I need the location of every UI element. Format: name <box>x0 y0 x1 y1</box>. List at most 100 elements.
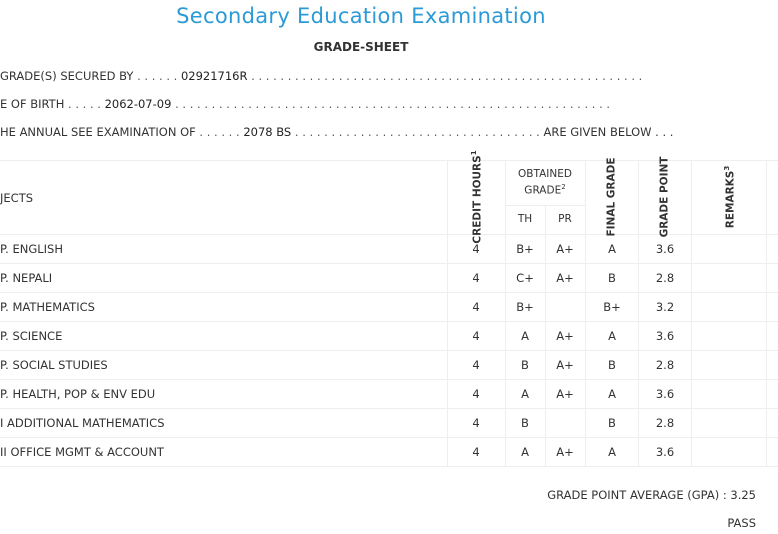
col-divider <box>447 160 448 466</box>
col-divider <box>691 160 692 466</box>
practical-grade-cell: A+ <box>556 387 574 401</box>
theory-grade-cell: A <box>521 445 529 459</box>
practical-grade-cell: A+ <box>556 329 574 343</box>
grade-point-cell: 3.6 <box>655 445 675 459</box>
credit-hours-footnote: 1 <box>469 150 478 156</box>
subject-name: P. HEALTH, POP & ENV EDU <box>0 387 156 401</box>
dob-label: E OF BIRTH <box>0 97 65 111</box>
theory-grade-cell: B <box>521 416 529 430</box>
credit-hours-header: CREDIT HOURS1 <box>469 150 484 243</box>
row-divider <box>0 408 778 409</box>
remarks-label: REMARKS <box>724 170 737 229</box>
subject-name: P. MATHEMATICS <box>0 300 95 314</box>
credit-hours-cell: 4 <box>472 387 480 401</box>
final-grade-cell: B+ <box>603 300 621 314</box>
credit-hours-cell: 4 <box>472 271 480 285</box>
final-grade-header: FINAL GRADE <box>605 157 618 237</box>
subject-name: II OFFICE MGMT & ACCOUNT <box>0 445 164 459</box>
row-divider <box>0 263 778 264</box>
th-header: TH <box>517 213 533 225</box>
credit-hours-cell: 4 <box>472 329 480 343</box>
header-bottom-border <box>0 234 778 235</box>
table-bottom-border <box>0 466 778 467</box>
subject-name: P. SOCIAL STUDIES <box>0 358 108 372</box>
credit-hours-cell: 4 <box>472 358 480 372</box>
credit-hours-cell: 4 <box>472 445 480 459</box>
theory-grade-cell: B+ <box>516 300 534 314</box>
symbol-number: 02921716R <box>180 69 248 83</box>
final-grade-cell: B <box>608 358 616 372</box>
grade-sheet-heading: GRADE-SHEET <box>313 40 409 54</box>
date-of-birth: 2062-07-09 <box>104 97 172 111</box>
grades-secured-dots-after: . . . . . . . . . . . . . . . . . . . . … <box>247 69 643 83</box>
dob-dots-after: . . . . . . . . . . . . . . . . . . . . … <box>171 97 611 111</box>
obtained-grade-header: OBTAINED GRADE2 <box>518 168 572 197</box>
exam-line: HE ANNUAL SEE EXAMINATION OF . . . . . .… <box>0 125 673 139</box>
credit-hours-cell: 4 <box>472 242 480 256</box>
grade-point-cell: 2.8 <box>655 271 675 285</box>
grade-point-cell: 2.8 <box>655 358 675 372</box>
grade-point-cell: 2.8 <box>655 416 675 430</box>
row-divider <box>0 292 778 293</box>
theory-grade-cell: B+ <box>516 242 534 256</box>
final-grade-cell: A <box>608 329 616 343</box>
row-divider <box>0 437 778 438</box>
exam-dots-after: . . . . . . . . . . . . . . . . . . . . … <box>291 125 544 139</box>
grade-point-cell: 3.6 <box>655 329 675 343</box>
obtained-grade-line2: GRADE <box>524 184 562 197</box>
grade-point-cell: 3.6 <box>655 387 675 401</box>
credit-hours-cell: 4 <box>472 300 480 314</box>
gpa-label: GRADE POINT AVERAGE (GPA) : <box>547 488 727 502</box>
subjects-header: JECTS <box>0 191 34 205</box>
dob-dots-before: . . . . . <box>64 97 105 111</box>
row-divider <box>0 321 778 322</box>
practical-grade-cell: A+ <box>556 358 574 372</box>
grade-point-cell: 3.6 <box>655 242 675 256</box>
final-grade-cell: A <box>608 445 616 459</box>
subject-name: I ADDITIONAL MATHEMATICS <box>0 416 165 430</box>
theory-grade-cell: C+ <box>516 271 534 285</box>
col-divider <box>505 160 506 466</box>
exam-dots-before: . . . . . . <box>195 125 244 139</box>
final-grade-cell: A <box>608 387 616 401</box>
theory-grade-cell: A <box>521 329 529 343</box>
final-grade-label: FINAL GRADE <box>605 157 618 237</box>
grades-secured-line: GRADE(S) SECURED BY . . . . . . 02921716… <box>0 69 642 83</box>
exam-year: 2078 BS <box>243 125 292 139</box>
final-grade-cell: A <box>608 242 616 256</box>
pr-header: PR <box>558 213 572 225</box>
row-divider <box>0 379 778 380</box>
subject-name: P. ENGLISH <box>0 242 63 256</box>
practical-grade-cell: A+ <box>556 445 574 459</box>
result-status: PASS <box>727 516 756 530</box>
grade-point-cell: 3.2 <box>655 300 675 314</box>
remarks-header: REMARKS3 <box>722 166 737 229</box>
dob-line: E OF BIRTH . . . . . 2062-07-09 . . . . … <box>0 97 610 111</box>
theory-grade-cell: A <box>521 387 529 401</box>
gpa-line: GRADE POINT AVERAGE (GPA) : 3.25 <box>547 488 756 502</box>
final-grade-cell: B <box>608 416 616 430</box>
subject-name: P. SCIENCE <box>0 329 63 343</box>
obtained-grade-footnote: 2 <box>561 183 566 191</box>
col-divider <box>766 160 767 466</box>
practical-grade-cell: A+ <box>556 271 574 285</box>
row-divider <box>0 350 778 351</box>
credit-hours-cell: 4 <box>472 416 480 430</box>
col-divider <box>638 160 639 466</box>
subject-name: P. NEPALI <box>0 271 53 285</box>
exam-title: Secondary Education Examination <box>176 4 546 28</box>
theory-grade-cell: B <box>521 358 529 372</box>
table-top-border <box>0 160 778 161</box>
col-divider <box>585 160 586 466</box>
remarks-footnote: 3 <box>722 165 731 171</box>
grades-secured-dots-before: . . . . . . <box>133 69 181 83</box>
final-grade-cell: B <box>608 271 616 285</box>
grade-point-header: GRADE POINT <box>658 156 671 238</box>
grade-point-label: GRADE POINT <box>658 156 671 238</box>
practical-grade-cell: A+ <box>556 242 574 256</box>
credit-hours-label: CREDIT HOURS <box>471 155 484 244</box>
exam-suffix: ARE GIVEN BELOW . . . <box>543 125 674 139</box>
exam-label: HE ANNUAL SEE EXAMINATION OF <box>0 125 196 139</box>
gpa-value: 3.25 <box>730 488 756 502</box>
col-divider <box>545 205 546 466</box>
